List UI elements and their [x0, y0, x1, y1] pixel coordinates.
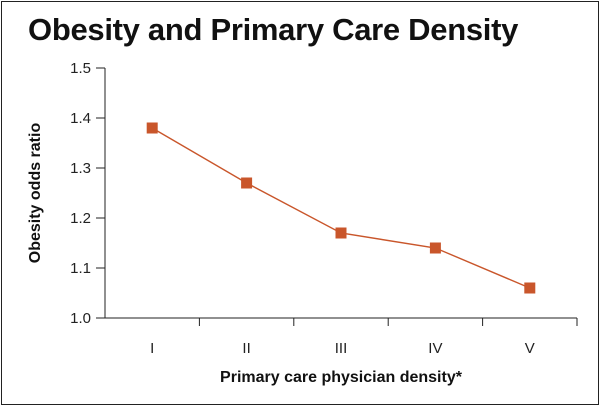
x-axis-title: Primary care physician density*: [220, 369, 463, 386]
x-tick-label: V: [525, 340, 535, 357]
y-axis-title: Obesity odds ratio: [27, 123, 44, 264]
data-point-marker: [146, 122, 158, 134]
chart-title: Obesity and Primary Care Density: [28, 12, 519, 47]
y-axis-ticks: 1.0 1.1 1.2 1.3 1.4 1.5: [70, 60, 105, 327]
series-layer: [146, 122, 536, 294]
x-tick-label: II: [242, 340, 250, 357]
x-tick-label: IV: [428, 340, 442, 357]
x-tick-label: III: [335, 340, 348, 357]
x-tick-label: I: [150, 340, 154, 357]
y-tick-label: 1.2: [70, 210, 91, 227]
y-tick-label: 1.0: [70, 310, 91, 327]
y-tick-label: 1.4: [70, 110, 91, 127]
data-point-marker: [429, 242, 441, 254]
series-line: [151, 127, 531, 289]
y-tick-label: 1.1: [70, 260, 91, 277]
y-tick-label: 1.5: [70, 60, 91, 77]
y-tick-label: 1.3: [70, 160, 91, 177]
data-point-marker: [524, 282, 536, 294]
x-axis-ticks: I II III IV V: [150, 318, 578, 357]
data-point-marker: [241, 177, 253, 189]
data-point-marker: [335, 227, 347, 239]
axes: [104, 68, 577, 319]
